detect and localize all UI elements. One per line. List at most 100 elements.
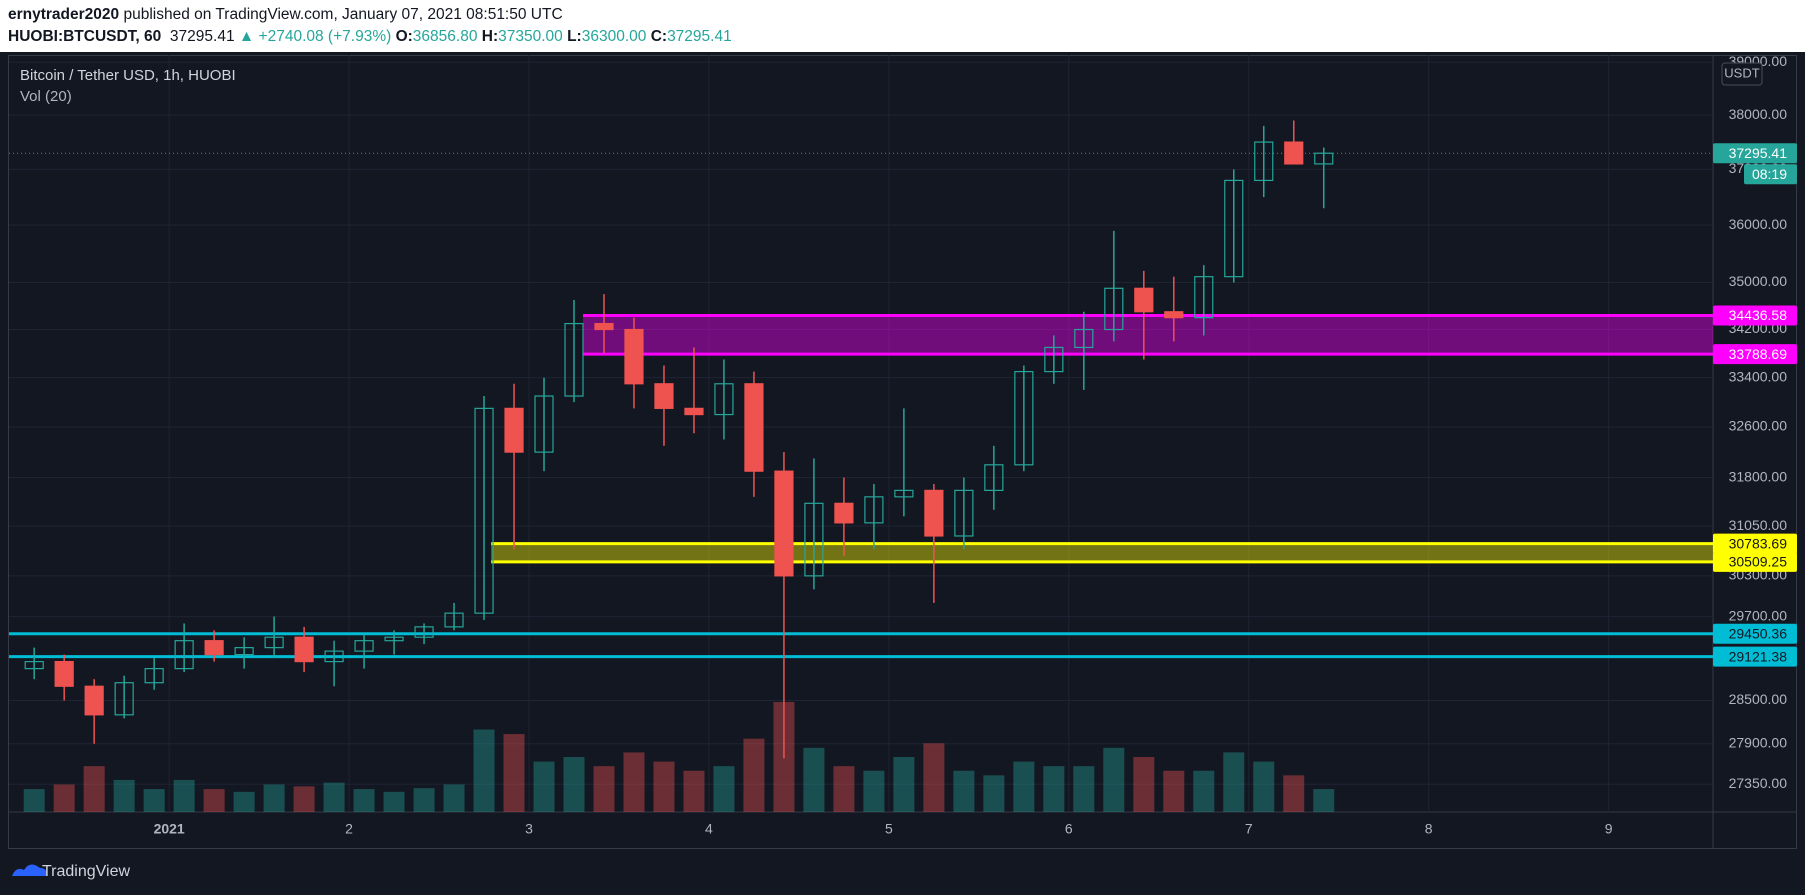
- level-label: 29121.38: [1729, 648, 1788, 664]
- y-tick-label: 27900.00: [1729, 734, 1788, 750]
- symbol: HUOBI:BTCUSDT, 60: [8, 28, 162, 45]
- volume-bar: [803, 747, 825, 812]
- header: ernytrader2020 published on TradingView.…: [8, 4, 1798, 52]
- y-tick-label: 35000.00: [1729, 273, 1788, 289]
- username: ernytrader2020: [8, 6, 120, 23]
- volume-bar: [1133, 757, 1155, 812]
- zone-fill: [491, 543, 1713, 562]
- candle-body: [204, 640, 224, 656]
- volume-bar: [83, 766, 105, 812]
- x-tick-label: 9: [1605, 821, 1613, 837]
- ohlc-value: 37295.41: [667, 28, 732, 45]
- currency-box: [1721, 62, 1763, 86]
- axes: 39000.0038000.0037000.0036000.0035000.00…: [154, 53, 1797, 837]
- volume-bar: [323, 782, 345, 812]
- level-label: 33788.69: [1729, 346, 1788, 362]
- candle-body: [384, 636, 404, 642]
- ohlc-value: 36856.80: [412, 28, 478, 45]
- x-tick-label: 4: [705, 821, 713, 837]
- level-label-box: [1713, 533, 1797, 554]
- volume-bar: [953, 770, 975, 812]
- brand-logo: [12, 864, 47, 876]
- volume-bar: [143, 789, 165, 812]
- volume-bar: [1283, 775, 1305, 812]
- candle-body: [474, 407, 494, 614]
- candle-body: [1074, 328, 1094, 349]
- published-info: published on TradingView.com, January 07…: [123, 6, 563, 23]
- candle-body: [954, 489, 974, 537]
- candle-body: [624, 328, 644, 385]
- chart: 39000.0038000.0037000.0036000.0035000.00…: [0, 52, 1805, 895]
- volume-bar: [1013, 761, 1035, 812]
- volume-bar: [383, 791, 405, 812]
- brand-name: TradingView: [42, 863, 130, 880]
- level-label: 34436.58: [1729, 307, 1788, 323]
- candle-body: [864, 496, 884, 524]
- candle-body: [654, 383, 674, 409]
- volume-bar: [623, 752, 645, 812]
- level-label-box: [1713, 623, 1797, 644]
- level-label-box: [1713, 344, 1797, 365]
- volume-bar: [173, 779, 195, 812]
- candle-body: [24, 660, 44, 670]
- candle-body: [1134, 287, 1154, 313]
- volume-bar: [713, 766, 735, 812]
- volume-bar: [53, 784, 75, 812]
- volume-bar: [233, 791, 255, 812]
- ohlc-value: 36300.00: [581, 28, 647, 45]
- volume-bar: [23, 789, 45, 812]
- candle-body: [1104, 287, 1124, 331]
- legend-indicator: Vol (20): [20, 88, 72, 105]
- volume-bar: [1043, 766, 1065, 812]
- candle-body: [324, 650, 344, 663]
- candle-body: [804, 502, 824, 577]
- candle-body: [834, 502, 854, 524]
- volume-bar: [563, 757, 585, 812]
- candle-body: [234, 647, 254, 656]
- candle-body: [714, 383, 734, 416]
- ohlc-value: 37350.00: [498, 28, 563, 45]
- candle-body: [564, 322, 584, 397]
- candle-body: [414, 626, 434, 638]
- volume-bar: [203, 789, 225, 812]
- volume-bar: [593, 766, 615, 812]
- publish-line: ernytrader2020 published on TradingView.…: [8, 4, 1798, 26]
- level-label-box: [1713, 551, 1797, 572]
- y-tick-label: 27350.00: [1729, 775, 1788, 791]
- candle-body: [144, 668, 164, 684]
- volume-bar: [1253, 761, 1275, 812]
- y-tick-label: 28500.00: [1729, 691, 1788, 707]
- countdown: 08:19: [1752, 166, 1787, 182]
- volume-bar: [653, 761, 675, 812]
- volume-bar: [293, 786, 315, 812]
- candle-body: [774, 470, 794, 577]
- ohlc-label: L:: [567, 28, 582, 45]
- x-tick-label: 2: [345, 821, 353, 837]
- candle-body: [594, 322, 614, 331]
- legend-title: Bitcoin / Tether USD, 1h, HUOBI: [20, 67, 236, 84]
- ohlc-label: H:: [481, 28, 499, 45]
- change: +2740.08 (+7.93%): [258, 28, 392, 45]
- candle-body: [1014, 370, 1034, 466]
- volume-bar: [743, 738, 765, 812]
- last-price: 37295.41: [169, 28, 235, 45]
- candle-body: [684, 407, 704, 416]
- volume-bar: [983, 775, 1005, 812]
- ohlc-label: C:: [650, 28, 668, 45]
- countdown-box: [1744, 164, 1797, 185]
- y-tick-label: 31050.00: [1729, 517, 1788, 533]
- candle-body: [1164, 311, 1184, 319]
- x-tick-label: 8: [1425, 821, 1433, 837]
- change-arrow: ▲: [238, 28, 255, 45]
- level-label-box: [1713, 305, 1797, 326]
- volume-bar: [863, 770, 885, 812]
- candle-body: [984, 464, 1004, 491]
- plot: [9, 120, 1714, 812]
- zone-fill: [582, 315, 1714, 355]
- volume-bar: [833, 766, 855, 812]
- y-tick-label: 33400.00: [1729, 368, 1788, 384]
- x-tick-label: 6: [1065, 821, 1073, 837]
- currency: USDT: [1724, 65, 1759, 80]
- x-tick-label: 7: [1245, 821, 1253, 837]
